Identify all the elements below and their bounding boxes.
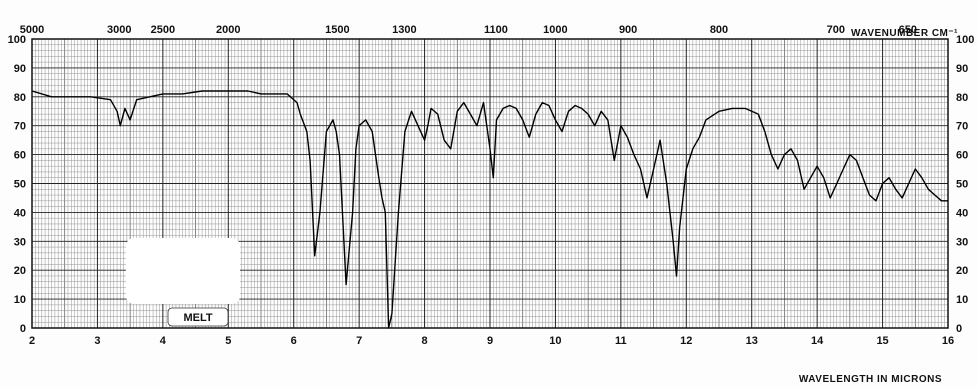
wavenumber-tick-label: 650 xyxy=(899,24,917,36)
x-tick-label: 3 xyxy=(94,335,100,347)
plot-frame xyxy=(31,38,949,329)
y-tick-label-left: 80 xyxy=(14,92,26,104)
y-tick-label-right: 50 xyxy=(956,179,968,191)
wavenumber-tick-label: 5000 xyxy=(20,24,44,36)
melt-label-box xyxy=(167,307,229,327)
x-tick-label: 5 xyxy=(225,335,231,347)
y-tick-label-left: 10 xyxy=(14,294,26,306)
x-tick-label: 12 xyxy=(680,335,692,347)
wavenumber-tick-label: 3000 xyxy=(107,24,131,36)
melt-label: MELT xyxy=(183,312,212,324)
y-tick-label-left: 90 xyxy=(14,63,26,75)
x-axis-microns: 2 3 4 5 6 7 8 9 10 11 12 13 14 15 16 xyxy=(29,335,954,347)
y-tick-label-left: 100 xyxy=(8,34,26,46)
wavenumber-tick-label: 1100 xyxy=(484,24,508,36)
y-tick-label-left: 20 xyxy=(14,265,26,277)
y-tick-label-left: 50 xyxy=(14,179,26,191)
x-axis-title: WAVELENGTH IN MICRONS xyxy=(799,374,942,385)
x-tick-label: 16 xyxy=(942,335,954,347)
y-tick-label-right: 80 xyxy=(956,92,968,104)
x-tick-label: 7 xyxy=(356,335,362,347)
x-tick-label: 14 xyxy=(811,335,824,347)
wavenumber-tick-label: 1500 xyxy=(325,24,349,36)
y-tick-label-left: 30 xyxy=(14,236,26,248)
y-tick-label-left: 40 xyxy=(14,207,26,219)
wavenumber-tick-label: 700 xyxy=(827,24,845,36)
x-tick-label: 6 xyxy=(291,335,297,347)
wavenumber-tick-label: 1300 xyxy=(392,24,416,36)
y-tick-label-right: 60 xyxy=(956,150,968,162)
x-tick-label: 2 xyxy=(29,335,35,347)
y-tick-label-left: 60 xyxy=(14,150,26,162)
series-line-spectrum xyxy=(31,90,948,329)
y-tick-label-right: 10 xyxy=(956,294,968,306)
y-tick-label-right: 40 xyxy=(956,207,968,219)
wavenumber-tick-label: 2500 xyxy=(151,24,175,36)
wavenumber-tick-label: 800 xyxy=(710,24,728,36)
y-tick-label-right: 20 xyxy=(956,265,968,277)
x-tick-label: 9 xyxy=(487,335,493,347)
y-tick-label-left: 0 xyxy=(20,323,26,335)
x-tick-label: 15 xyxy=(876,335,888,347)
x-tick-label: 11 xyxy=(615,335,627,347)
x2-axis-title: WAVENUMBER CM⁻¹ xyxy=(851,28,958,39)
y-tick-label-right: 90 xyxy=(956,63,968,75)
wavenumber-tick-label: 1000 xyxy=(543,24,567,36)
x-tick-label: 10 xyxy=(549,335,561,347)
wavenumber-tick-label: 2000 xyxy=(216,24,240,36)
redacted-label-box xyxy=(126,238,240,304)
x-tick-label: 13 xyxy=(746,335,758,347)
y-tick-label-right: 100 xyxy=(956,34,974,46)
wavenumber-tick-label: 900 xyxy=(619,24,637,36)
y-tick-label-right: 30 xyxy=(956,236,968,248)
y-tick-label-left: 70 xyxy=(14,121,26,133)
x-tick-label: 8 xyxy=(422,335,428,347)
x-axis-wavenumber: 5000 3000 2500 2000 1500 1300 1100 1000 900 800 70… xyxy=(20,24,917,36)
y-tick-label-right: 70 xyxy=(956,121,968,133)
x-tick-label: 4 xyxy=(160,335,167,347)
y-tick-label-right: 0 xyxy=(956,323,962,335)
